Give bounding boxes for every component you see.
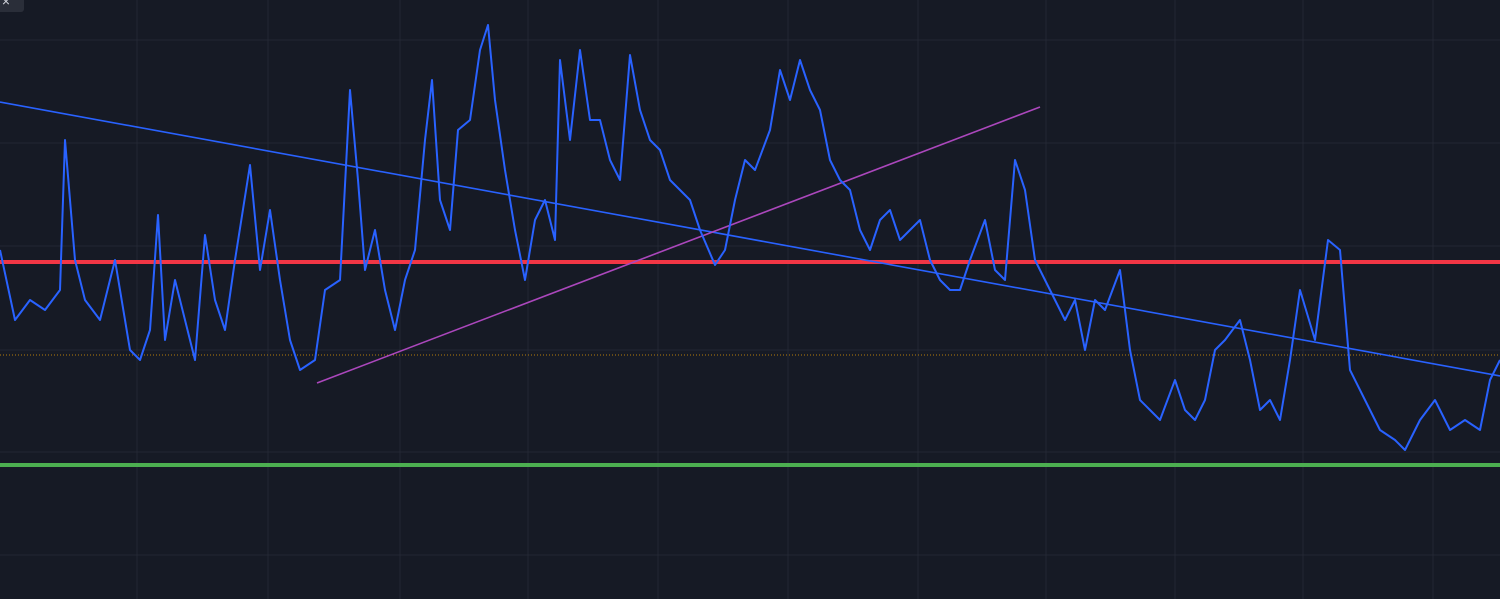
data-line [0, 24, 1500, 451]
close-icon[interactable]: × [2, 0, 10, 9]
trend-line [316, 106, 1041, 384]
close-button[interactable] [0, 0, 24, 12]
trend-line [0, 101, 1500, 377]
